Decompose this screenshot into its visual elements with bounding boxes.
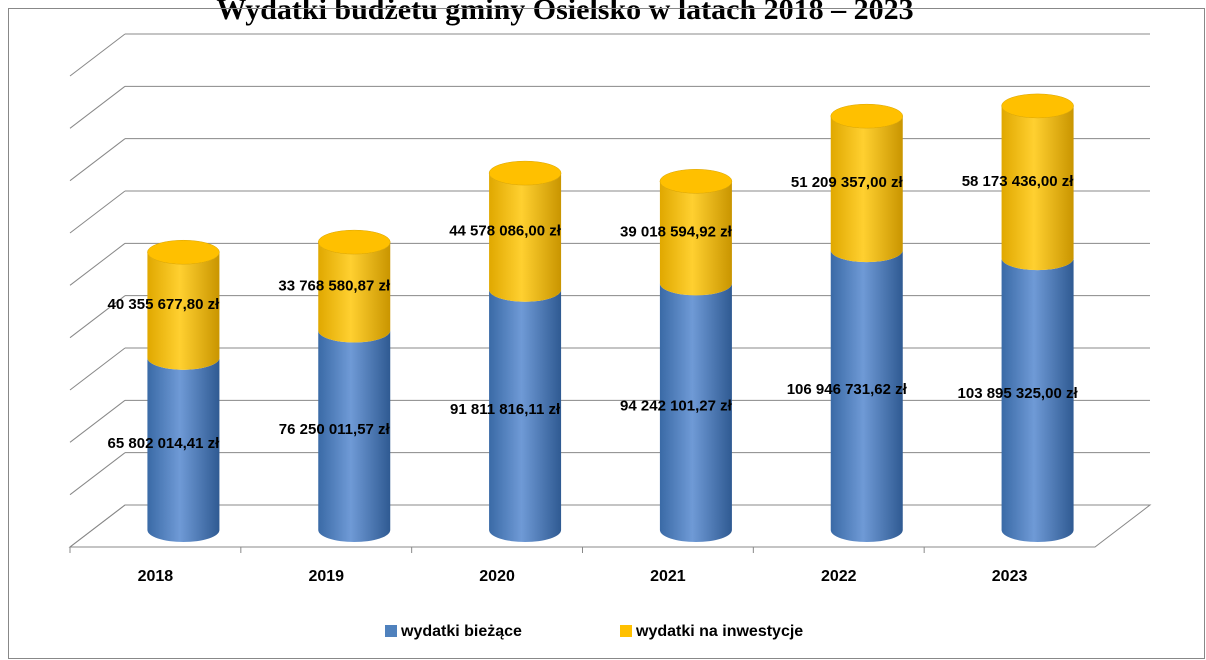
x-tick-label: 2020 — [479, 568, 515, 585]
x-tick-label: 2019 — [308, 568, 344, 585]
x-tick-label: 2018 — [138, 568, 174, 585]
floor — [68, 504, 1152, 548]
grid-line-side — [69, 399, 126, 443]
data-label: 91 811 816,11 zł — [450, 401, 561, 418]
data-label: 39 018 594,92 zł — [620, 223, 733, 240]
grid-line-side — [69, 347, 126, 391]
x-tick-label: 2022 — [821, 568, 857, 585]
grid-line-side — [69, 33, 126, 77]
data-label: 44 578 086,00 zł — [449, 222, 562, 239]
data-label: 33 768 580,87 zł — [278, 277, 391, 294]
bar-segment — [318, 330, 391, 542]
grid-line-side — [69, 138, 126, 182]
bar-top — [147, 239, 220, 265]
data-label: 76 250 011,57 zł — [279, 421, 391, 438]
x-tick-label: 2021 — [650, 568, 686, 585]
grid-line-side — [69, 85, 126, 129]
data-label: 51 209 357,00 zł — [791, 174, 904, 191]
chart-border — [8, 8, 1205, 659]
legend-label: wydatki bieżące — [400, 623, 522, 640]
data-label: 40 355 677,80 zł — [108, 296, 221, 313]
bar-top — [1001, 93, 1074, 119]
data-label: 103 895 325,00 zł — [958, 385, 1079, 402]
legend-swatch — [620, 625, 632, 637]
bar-segment — [830, 116, 903, 263]
grid-line-side — [69, 504, 126, 548]
bar-segment — [659, 283, 732, 542]
bar-segment — [830, 250, 903, 542]
bar-top — [830, 103, 903, 129]
bar-top — [488, 160, 562, 186]
bar-top — [659, 169, 733, 194]
bar-segment — [147, 252, 220, 370]
chart-title: Wydatki budżetu gminy Osielsko w latach … — [216, 0, 913, 26]
bar-top — [318, 229, 391, 255]
data-label: 94 242 101,27 zł — [620, 398, 733, 415]
bar-segment — [1001, 105, 1074, 271]
grid-line-side — [69, 452, 126, 496]
legend-label: wydatki na inwestycje — [635, 623, 803, 640]
data-label: 106 946 731,62 zł — [787, 381, 908, 398]
bar-segment — [1001, 258, 1074, 543]
grid-line-side — [69, 190, 126, 234]
data-label: 65 802 014,41 zł — [108, 435, 221, 452]
legend-swatch — [385, 625, 397, 637]
grid-line-side — [69, 242, 126, 286]
bar-segment — [147, 357, 220, 542]
bar-segment — [489, 173, 562, 302]
x-tick-label: 2023 — [992, 568, 1028, 585]
data-label: 58 173 436,00 zł — [962, 173, 1075, 190]
bar-segment — [318, 242, 391, 343]
bar-segment — [489, 289, 562, 542]
grid-line-side — [69, 295, 126, 339]
bar-segment — [659, 181, 732, 296]
